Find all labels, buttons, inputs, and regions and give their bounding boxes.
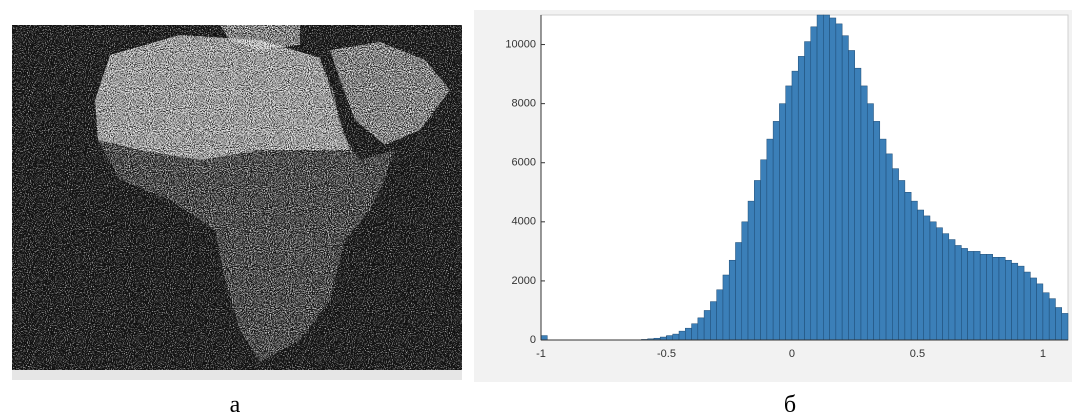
bar: [979, 254, 987, 341]
bar: [910, 200, 918, 341]
bar: [879, 138, 887, 341]
bar: [810, 26, 818, 341]
bar: [992, 257, 1000, 341]
bar: [722, 274, 730, 341]
bar: [710, 301, 717, 341]
bar: [823, 14, 830, 341]
bar: [1011, 262, 1019, 341]
x-tick-label: 0: [789, 348, 795, 360]
bar: [936, 227, 943, 341]
bar: [854, 67, 862, 341]
image-panel: [12, 25, 462, 380]
bar: [1030, 277, 1037, 341]
bar: [835, 23, 843, 341]
bar: [885, 153, 893, 341]
bar: [747, 200, 755, 341]
x-tick-label: -1: [536, 348, 546, 360]
bar: [1036, 283, 1044, 341]
bar: [772, 121, 780, 341]
bar: [1061, 313, 1069, 341]
bar: [923, 215, 931, 341]
bar: [1023, 271, 1031, 341]
bar: [741, 221, 749, 341]
north-coast: [220, 25, 300, 50]
bar: [986, 254, 993, 341]
bar: [540, 335, 548, 341]
bar: [954, 245, 962, 341]
bar: [703, 310, 711, 341]
y-tick-label: 4000: [512, 216, 536, 228]
bar: [779, 103, 786, 341]
bar: [785, 85, 793, 341]
bar: [873, 121, 881, 341]
bar: [685, 327, 692, 341]
bar: [691, 323, 699, 341]
x-tick-label: -0.5: [657, 348, 676, 360]
bar: [754, 180, 761, 341]
continent-north: [95, 35, 350, 160]
bar: [735, 242, 743, 341]
bar: [697, 317, 705, 341]
bar: [973, 251, 981, 341]
plot: 0 2000 4000 6000 8000 10000 -1 -0.5 0 0.5 1: [505, 14, 1069, 360]
bar: [829, 17, 837, 341]
y-tick-label: 0: [530, 334, 536, 346]
x-tick-label: 1: [1040, 348, 1046, 360]
y-tick-label: 8000: [512, 98, 536, 110]
y-tick-label: 10000: [505, 38, 536, 50]
bar: [804, 41, 812, 341]
y-tick-label: 2000: [512, 275, 536, 287]
bar: [860, 85, 868, 341]
bar: [929, 221, 937, 341]
bar: [766, 138, 774, 341]
bar: [942, 233, 950, 341]
bar: [672, 333, 680, 341]
bar: [917, 209, 924, 341]
bar: [666, 335, 674, 341]
bar: [760, 159, 768, 341]
bar: [797, 56, 805, 341]
bar: [1055, 307, 1062, 341]
bar: [998, 257, 1006, 341]
caption: а: [230, 392, 241, 418]
bar: [728, 259, 736, 341]
bar: [716, 289, 724, 341]
caption: б: [784, 392, 796, 418]
bar: [904, 192, 912, 341]
bar: [892, 168, 899, 341]
image-border: [12, 370, 462, 380]
bar: [678, 330, 686, 341]
bar: [961, 248, 968, 341]
bar: [1017, 265, 1025, 341]
bar: [898, 180, 906, 341]
y-tick-label: 6000: [512, 157, 536, 169]
peninsula: [330, 42, 450, 145]
x-tick-label: 0.5: [910, 348, 925, 360]
bar: [948, 239, 956, 341]
bar: [816, 14, 824, 341]
bar: [1042, 292, 1050, 341]
bar: [841, 35, 849, 341]
bar: [1048, 298, 1056, 341]
bar: [1005, 259, 1012, 341]
bar: [791, 70, 799, 341]
bar: [866, 103, 874, 341]
bar: [848, 50, 855, 341]
bar: [967, 251, 975, 341]
